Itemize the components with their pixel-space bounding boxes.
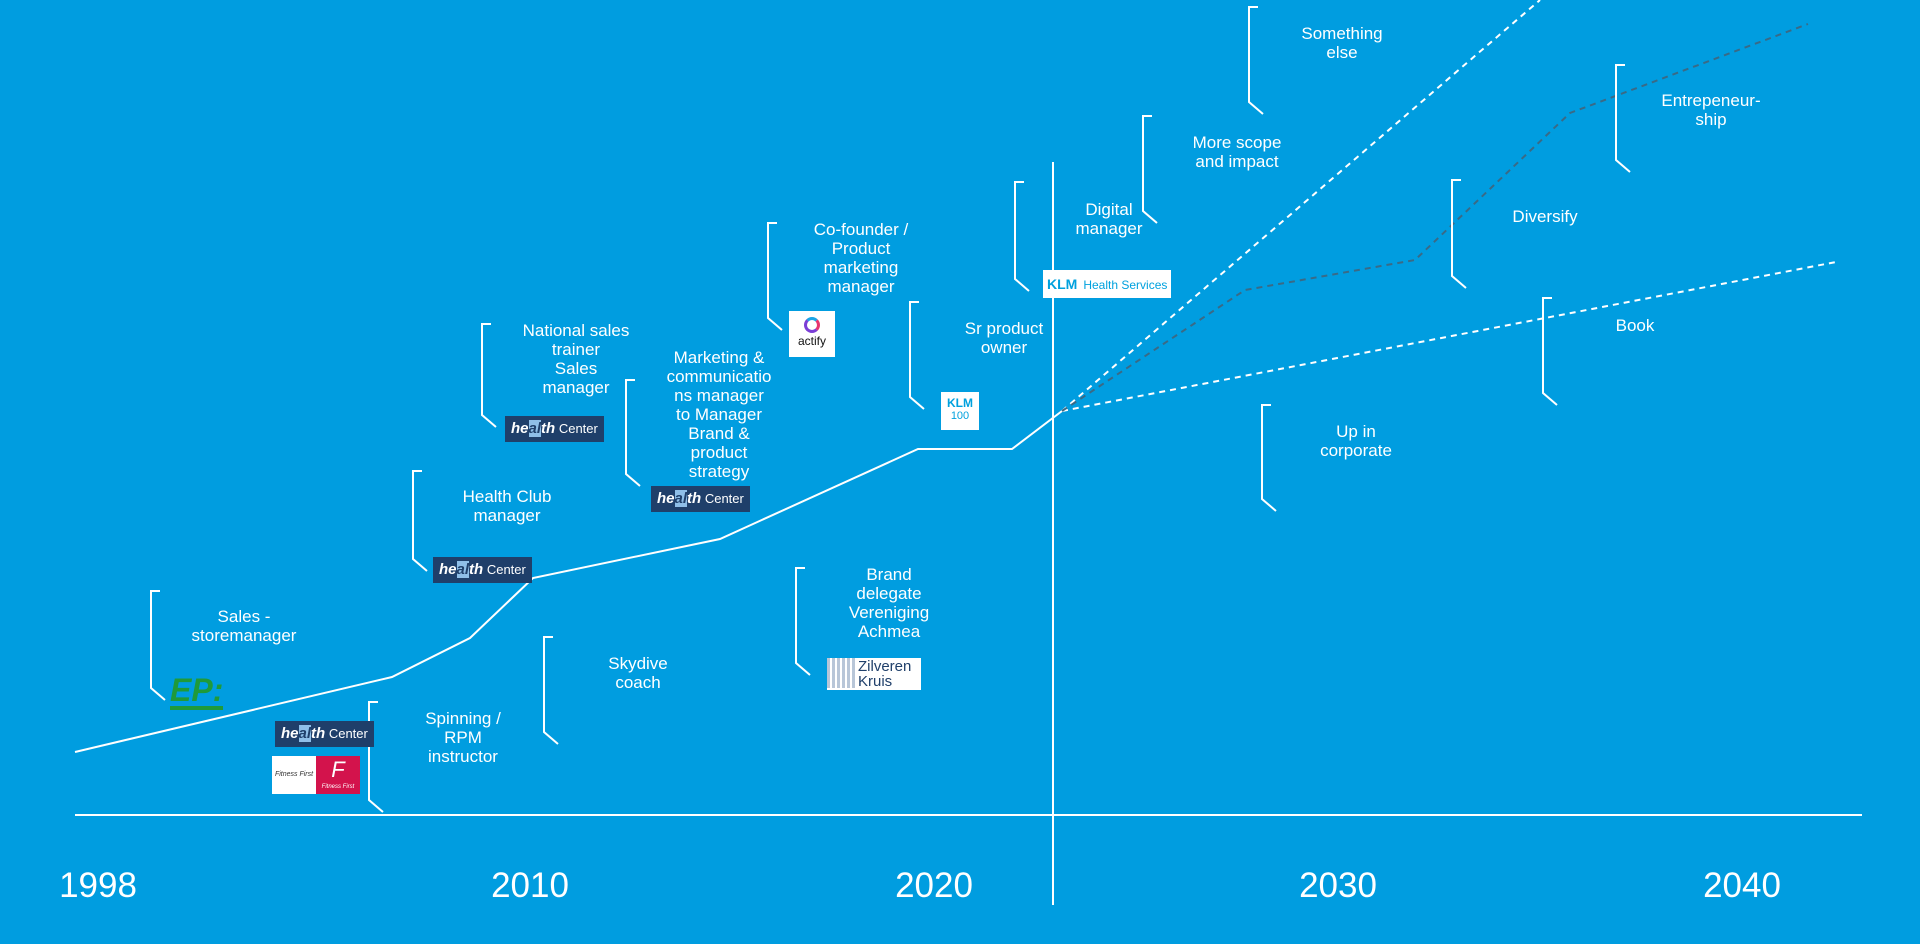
role-something-else: Something else (1301, 24, 1383, 62)
future-path-book (1061, 23, 1809, 412)
role-brand-delegate: Brand delegate Vereniging Achmea (848, 565, 930, 641)
role-digital: Digital manager (1075, 200, 1143, 238)
actify-icon (804, 317, 820, 333)
actify-logo: actify (789, 311, 835, 357)
bracket-diversify (1451, 179, 1467, 289)
role-book: Entrepeneur- ship (1661, 91, 1761, 129)
bracket-entrepreneurship (1542, 297, 1558, 406)
fitness-first-right: F Fitness First (316, 756, 360, 794)
year-2020: 2020 (895, 866, 973, 905)
fitness-first-left: Fitness First (272, 756, 316, 794)
zilveren-kruis-logo: Zilveren Kruis (827, 658, 921, 690)
bracket-skydive (543, 636, 559, 745)
role-skydive: Skydive coach (608, 654, 668, 692)
year-1998: 1998 (59, 866, 137, 905)
bracket-national-sales (481, 323, 497, 428)
role-marketing: Marketing & communicatio ns manager to M… (666, 348, 772, 481)
year-2010: 2010 (491, 866, 569, 905)
career-path-line (74, 410, 1063, 753)
role-spinning: Spinning / RPM instructor (425, 709, 501, 766)
bracket-health-club (412, 470, 428, 572)
bracket-digital (1014, 181, 1030, 292)
health-center-logo-1: health Center (275, 721, 374, 747)
role-sr-product: Sr product owner (964, 319, 1044, 357)
bracket-sales (150, 590, 166, 701)
role-entrepreneurship: Book (1615, 316, 1655, 335)
ep-logo-text: EP: (170, 672, 224, 708)
health-center-logo-4: health Center (651, 486, 750, 512)
role-health-club: Health Club manager (462, 487, 552, 525)
bracket-marketing (625, 379, 641, 487)
bracket-book (1615, 64, 1631, 173)
bracket-sr-product (909, 301, 925, 410)
role-cofounder: Co-founder / Product marketing manager (813, 220, 909, 296)
health-center-logo-3: health Center (505, 416, 604, 442)
klm-health-services-logo: KLM Health Services (1043, 270, 1172, 298)
role-brackets (150, 6, 1631, 813)
year-2030: 2030 (1299, 866, 1377, 905)
future-path-entrepreneurship (1061, 261, 1837, 412)
role-up-corporate: Up in corporate (1320, 422, 1392, 460)
bracket-spinning (368, 701, 384, 813)
bracket-something-else (1248, 6, 1264, 115)
bracket-more-scope (1142, 115, 1158, 224)
ep-logo: EP: (170, 672, 224, 710)
role-sales: Sales - storemanager (191, 607, 297, 645)
bracket-cofounder (767, 222, 783, 331)
bracket-brand-delegate (795, 567, 811, 676)
klm-100-logo: KLM 100 (941, 392, 979, 430)
health-center-logo-2: health Center (433, 557, 532, 583)
year-2040: 2040 (1703, 866, 1781, 905)
zilveren-cross-icon (827, 658, 855, 688)
fitness-first-logo: Fitness First F Fitness First (272, 756, 360, 794)
role-more-scope: More scope and impact (1192, 133, 1282, 171)
role-national-sales: National sales trainer Sales manager (522, 321, 630, 397)
role-diversify: Diversify (1512, 207, 1578, 226)
bracket-up-corporate (1261, 404, 1277, 512)
